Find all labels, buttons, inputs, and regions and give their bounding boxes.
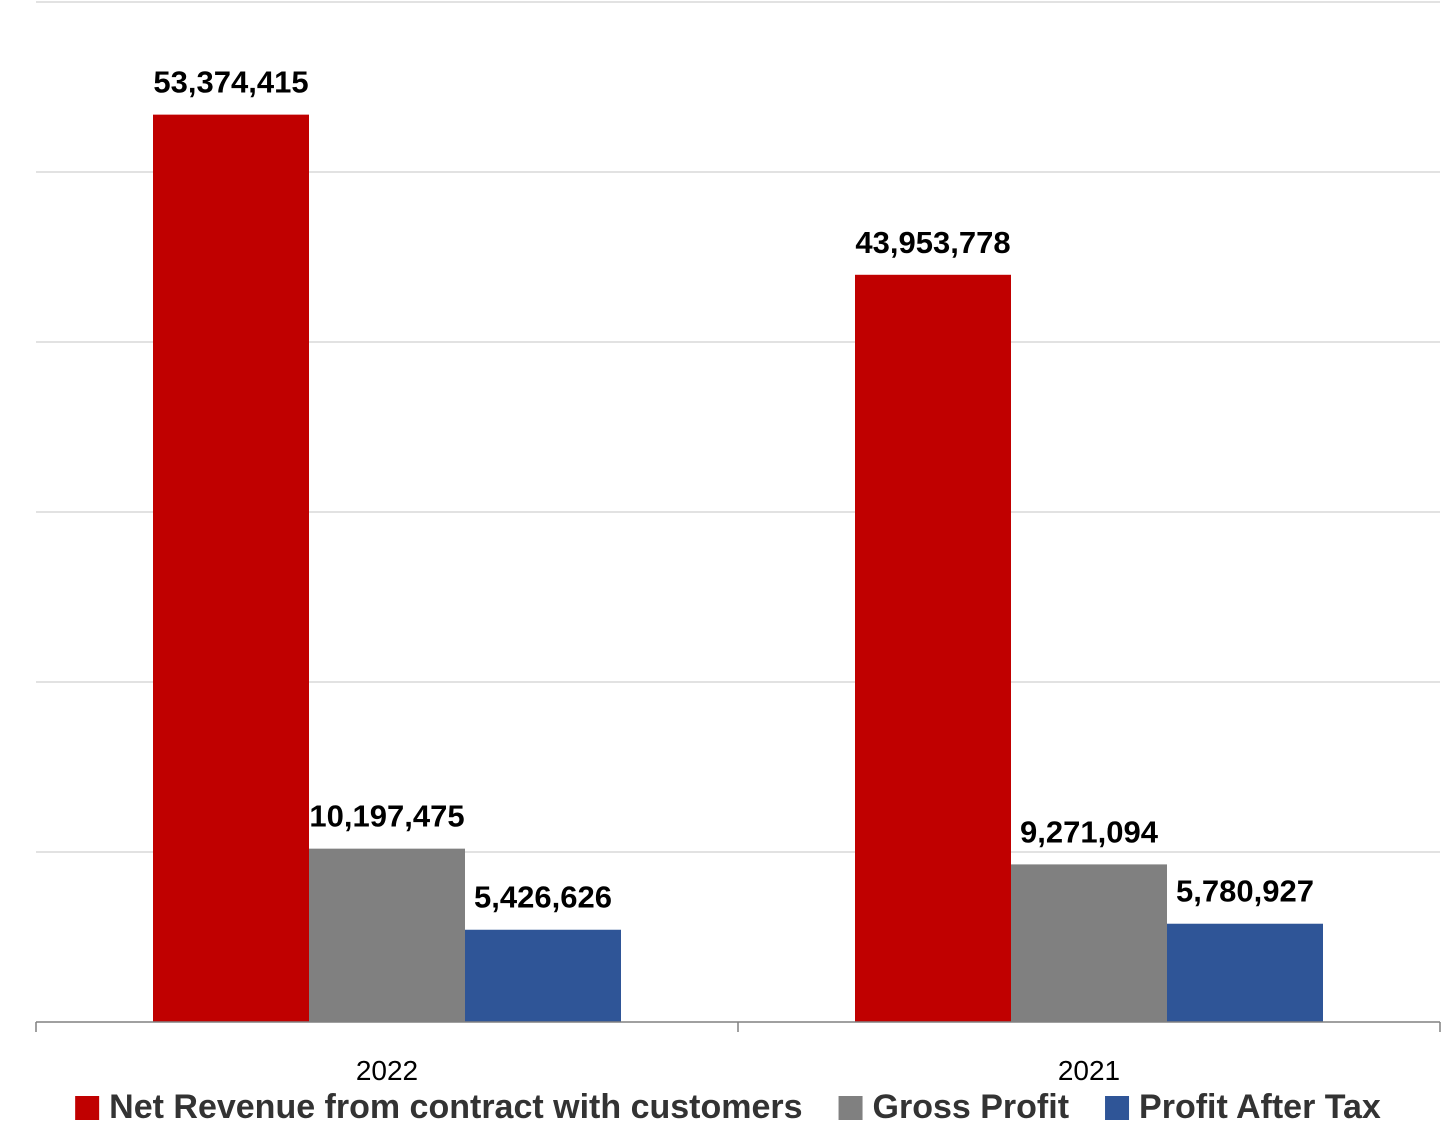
x-axis: 2022 2021: [35, 1021, 1441, 1086]
x-tick-label: 2021: [1058, 1055, 1120, 1086]
x-tick-label: 2022: [356, 1055, 418, 1086]
legend-label: Net Revenue from contract with customers: [109, 1088, 802, 1126]
data-label: 43,953,778: [855, 225, 1010, 260]
legend-swatch: [75, 1096, 100, 1120]
data-label: 9,271,094: [1020, 814, 1159, 849]
data-label: 5,780,927: [1176, 874, 1314, 909]
legend-label: Gross Profit: [873, 1088, 1069, 1126]
bar-2021-2: [1011, 864, 1167, 1022]
data-label: 53,374,415: [153, 65, 308, 100]
legend-swatch: [1105, 1096, 1130, 1120]
bar-2021-3: [1167, 923, 1323, 1022]
bar-2021-1: [855, 274, 1011, 1022]
data-label: 5,426,626: [474, 880, 612, 915]
legend-item: Profit After Tax: [1105, 1088, 1381, 1126]
data-label: 10,197,475: [309, 799, 464, 834]
bar-2022-2: [309, 848, 465, 1022]
data-labels: 53,374,415 10,197,475 5,426,626 43,953,778 9…: [153, 65, 1314, 915]
bars: [153, 114, 1323, 1022]
legend-item: Net Revenue from contract with customers: [75, 1088, 803, 1126]
legend: Net Revenue from contract with customers…: [75, 1088, 1381, 1126]
bar-2022-3: [465, 929, 621, 1022]
legend-label: Profit After Tax: [1139, 1088, 1381, 1126]
legend-swatch: [838, 1096, 863, 1120]
legend-item: Gross Profit: [838, 1088, 1069, 1126]
bar-2022-1: [153, 114, 309, 1022]
